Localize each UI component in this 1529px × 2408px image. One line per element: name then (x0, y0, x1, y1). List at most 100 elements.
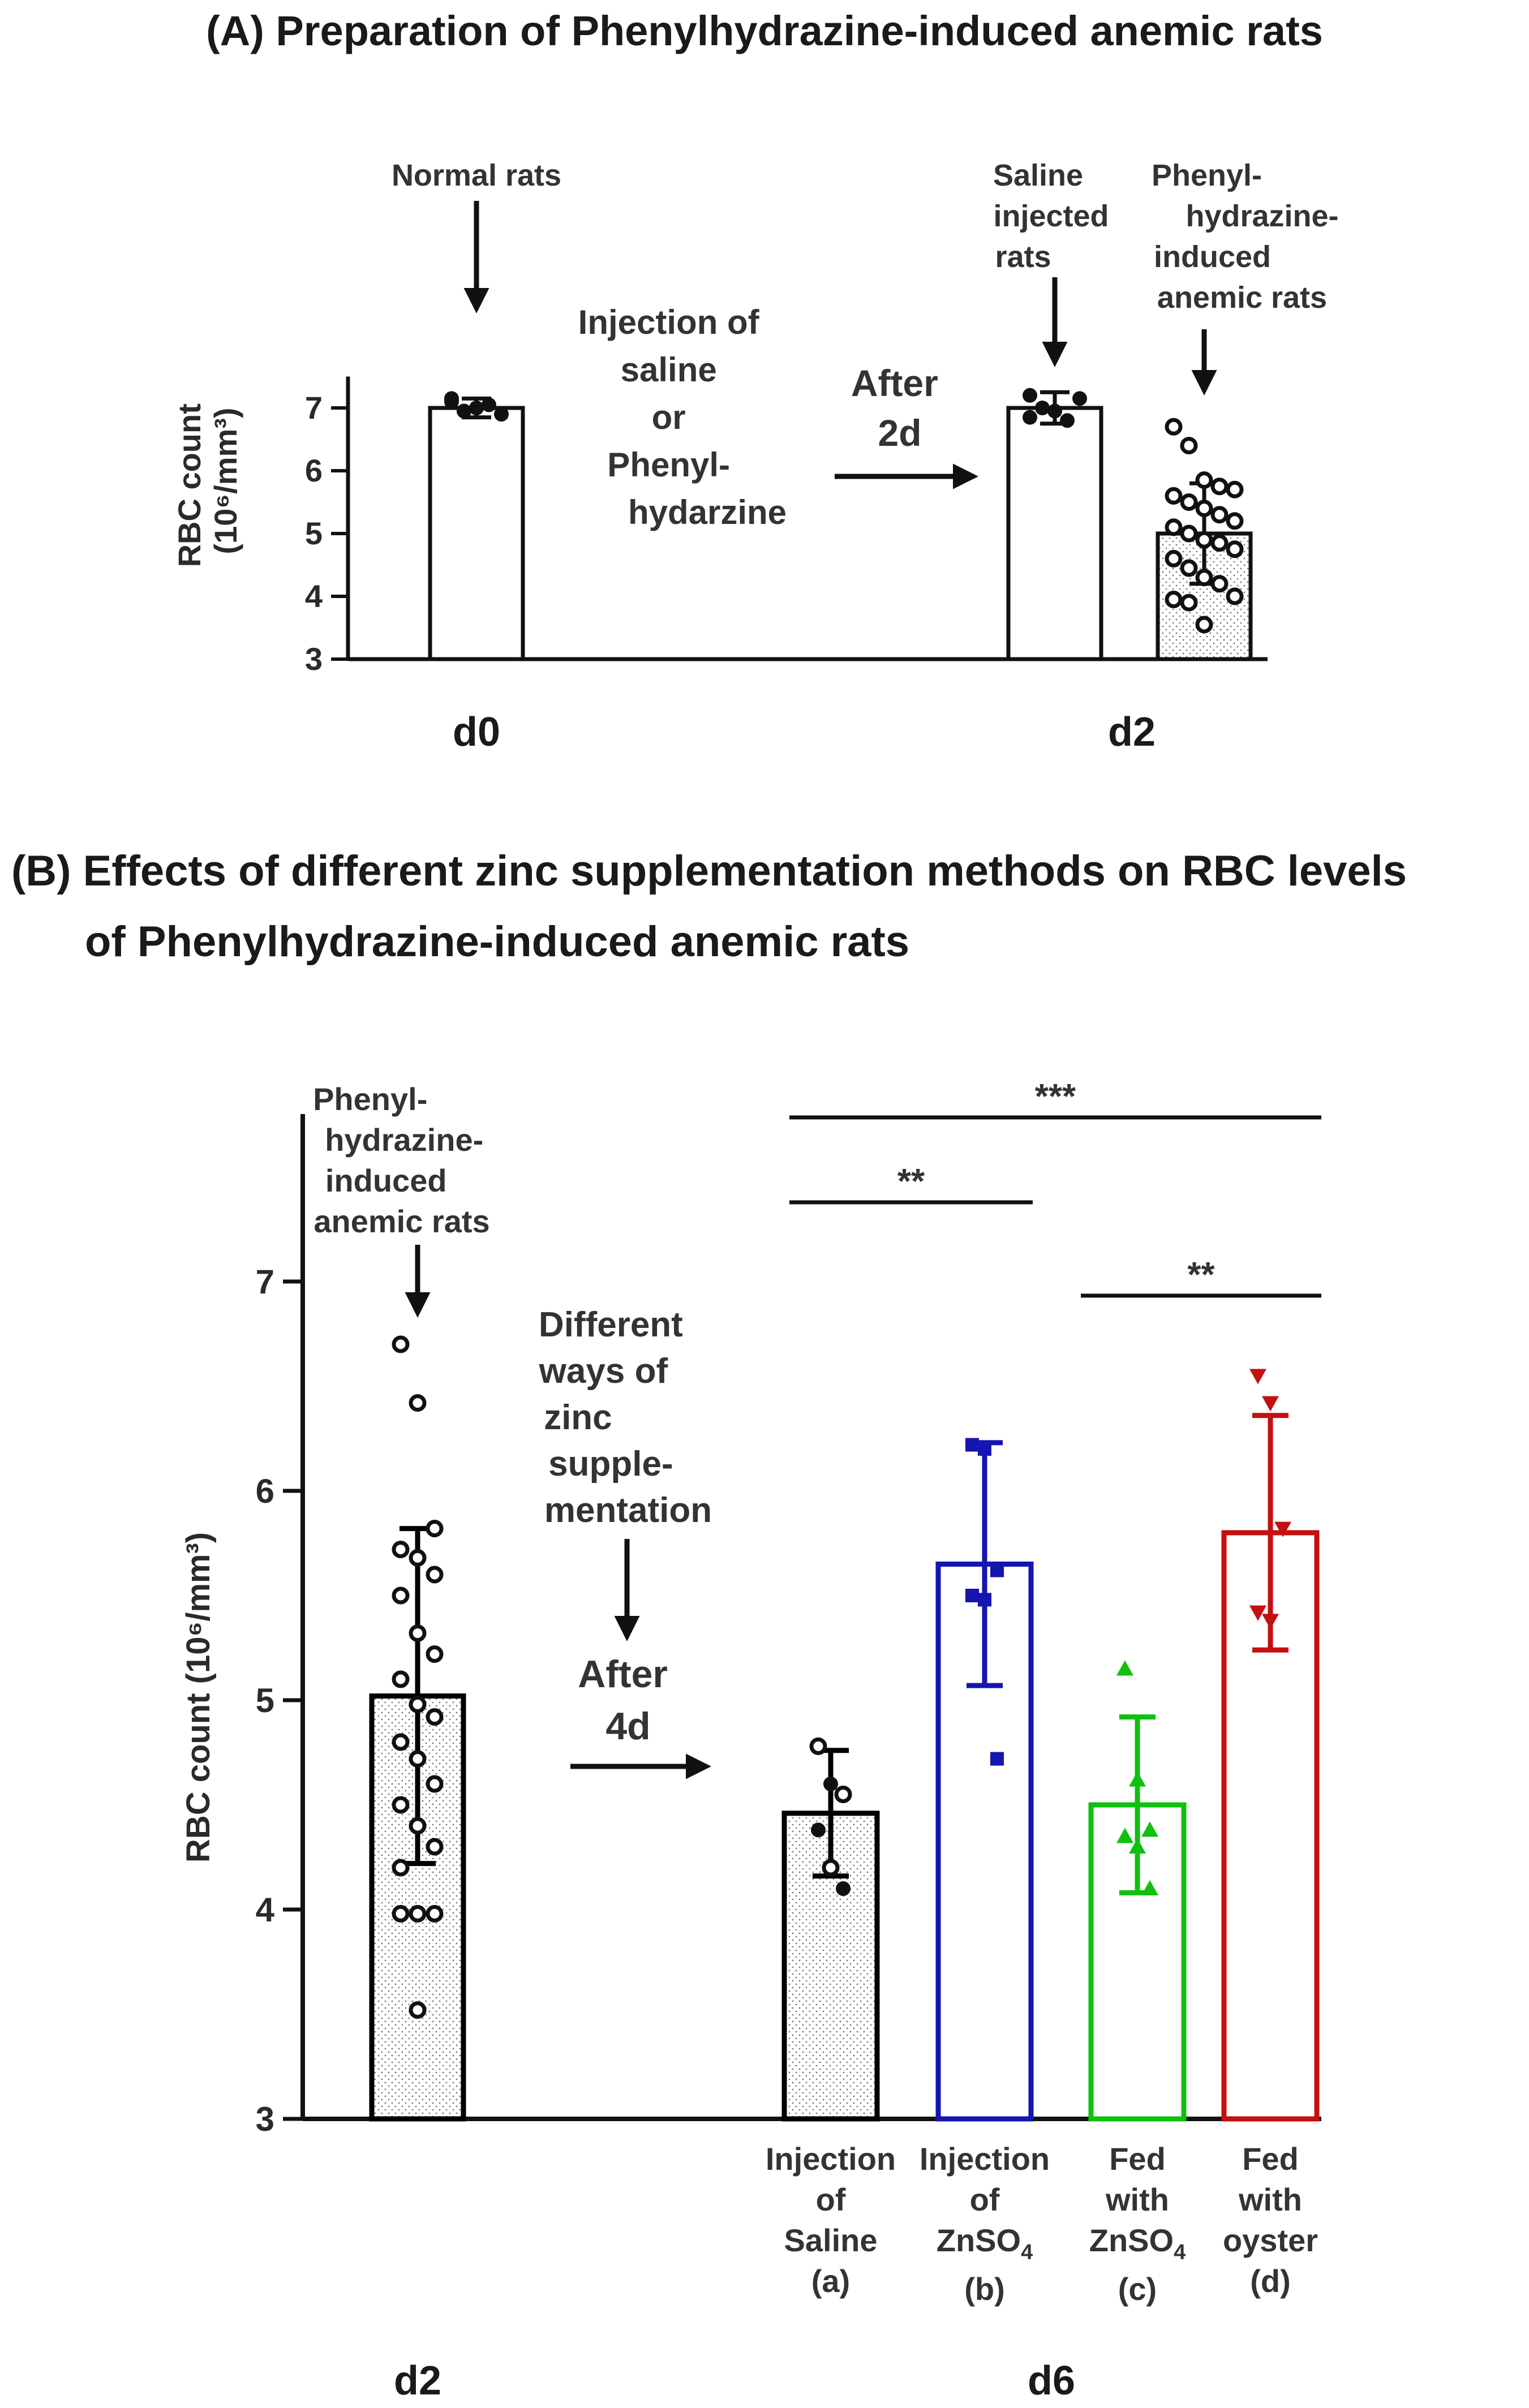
panel-b-data-point (426, 1838, 444, 1856)
panel-b-category-label: Fed with ZnSO4 (c) (1089, 2141, 1186, 2307)
panel-b-ytick-label: 3 (256, 2100, 274, 2138)
panel-b-data-point (392, 1670, 410, 1688)
panel-b-ways-line-2: ways of (539, 1352, 668, 1391)
panel-a-normal-label: Normal rats (392, 158, 561, 192)
panel-b-data-point (409, 2001, 427, 2019)
panel-b-data-point (1249, 1605, 1266, 1621)
panel-a-data-point (1195, 500, 1213, 518)
panel-a-data-point (482, 397, 496, 412)
panel-a-injection-line-5: hydarzine (628, 493, 787, 531)
panel-b-significance-label: ** (1187, 1255, 1215, 1295)
panel-a-phz-label: Phenyl- hydrazine- induced anemic rats (1152, 158, 1347, 315)
panel-a: (A) Preparation of Phenylhydrazine-induc… (171, 7, 1347, 755)
panel-a-data-point (1226, 512, 1244, 530)
panel-b-data-point (822, 1859, 840, 1877)
panel-a-data-point (1060, 413, 1075, 428)
panel-b-ytick-label: 6 (256, 1472, 274, 1510)
panel-b-category-line: Saline (784, 2222, 878, 2258)
panel-b-data-point (409, 1394, 427, 1412)
panel-b-data-point (426, 1904, 444, 1923)
panel-b-data-point (836, 1881, 851, 1896)
panel-b-category-line: of (816, 2182, 846, 2217)
panel-a-ytick-label: 6 (305, 453, 323, 488)
panel-b-data-point (1274, 1521, 1291, 1537)
panel-a-phz-line-2: hydrazine- (1186, 199, 1338, 233)
panel-a-ytick-label: 4 (305, 578, 323, 614)
panel-a-data-point (1210, 534, 1229, 552)
panel-b-after-line-2: 4d (605, 1705, 650, 1748)
panel-b-category-line: (b) (964, 2271, 1005, 2307)
panel-b-category-line: of (970, 2182, 1000, 2217)
panel-a-injection-line-4: Phenyl- (607, 446, 730, 484)
panel-b-category-line: (d) (1250, 2263, 1291, 2299)
panel-b-data-point (809, 1737, 827, 1755)
panel-a-data-point (1210, 506, 1229, 524)
panel-b-data-point (409, 1904, 427, 1923)
panel-b-data-point (811, 1822, 826, 1838)
panel-a-after-line-1: After (851, 362, 938, 404)
panel-b-data-point (834, 1786, 852, 1803)
panel-b-category-line: with (1238, 2182, 1302, 2217)
panel-b-data-point (426, 1775, 444, 1793)
panel-a-data-point (1180, 493, 1198, 511)
panel-a-data-point (1180, 559, 1198, 577)
panel-a-data-point (494, 407, 509, 422)
panel-a-data-point (1165, 549, 1183, 567)
panel-b: (B) Effects of different zinc supplement… (11, 847, 1407, 2403)
panel-a-phz-line-3: induced (1154, 240, 1271, 274)
panel-b-data-point (1141, 1821, 1158, 1837)
panel-b-data-point (409, 1624, 427, 1642)
panel-b-data-point (392, 1586, 410, 1605)
panel-a-injection-label: Injection of saline or Phenyl- hydarzine (578, 303, 787, 531)
panel-b-ylabel: RBC count (10⁶/mm³) (180, 1532, 217, 1863)
panel-b-data-point (392, 1335, 410, 1353)
panel-b-data-point (409, 1817, 427, 1835)
panel-a-data-point (1023, 410, 1037, 425)
panel-b-category-label: Fed with oyster (d) (1223, 2141, 1318, 2299)
panel-a-bar (428, 406, 525, 661)
panel-b-category-line: ZnSO (937, 2222, 1021, 2258)
panel-a-data-point (457, 403, 471, 419)
panel-b-ytick-label: 5 (256, 1682, 274, 1719)
panel-b-data-point (426, 1708, 444, 1726)
panel-a-ytick-label: 3 (305, 641, 323, 677)
panel-b-data-point (392, 1733, 410, 1751)
panel-b-category-label: Injection of ZnSO4 (b) (920, 2141, 1050, 2307)
panel-a-ylabel-main: RBC count (171, 403, 207, 567)
panel-b-data-point (990, 1563, 1004, 1577)
panel-b-category-line: (a) (811, 2263, 850, 2299)
panel-b-data-point (1129, 1838, 1146, 1854)
panel-b-data-point (1249, 1369, 1266, 1384)
panel-b-data-point (990, 1752, 1004, 1766)
panel-b-significance-label: *** (1035, 1077, 1076, 1116)
panel-b-data-point (1116, 1828, 1133, 1843)
panel-b-ways-line-3: zinc (544, 1398, 612, 1437)
panel-b-category-label: Injection of Saline (a) (766, 2141, 896, 2299)
panel-b-ytick-label: 4 (256, 1891, 275, 1929)
panel-a-saline-label: Saline injected rats (993, 158, 1118, 274)
panel-b-data-point (1262, 1396, 1279, 1412)
panel-b-data-point (1141, 1880, 1158, 1895)
panel-b-day-label-d2: d2 (394, 2358, 441, 2403)
panel-b-data-point (409, 1549, 427, 1567)
panel-a-ytick-label: 7 (305, 390, 323, 425)
panel-b-category-line: Injection (920, 2141, 1050, 2177)
panel-a-saline-line-1: Saline (993, 158, 1083, 192)
panel-a-bar (1006, 406, 1103, 661)
panel-a-data-point (444, 391, 459, 406)
panel-a-data-point (1165, 487, 1183, 505)
panel-a-ylabel: RBC count (10⁶/mm³) (171, 395, 243, 567)
panel-a-data-point (1195, 569, 1213, 587)
panel-b-data-point (823, 1777, 838, 1791)
panel-a-data-point (1195, 531, 1213, 549)
panel-b-data-point (426, 1566, 444, 1584)
panel-b-category-subscript: 4 (1174, 2241, 1186, 2264)
panel-b-phz-line-4: anemic rats (313, 1203, 489, 1239)
panel-b-ways-line-1: Different (539, 1305, 683, 1344)
panel-a-injection-line-3: or (652, 398, 686, 436)
panel-b-significance-label: ** (897, 1162, 925, 1201)
panel-b-data-point (978, 1442, 991, 1456)
panel-b-phz-line-3: induced (325, 1163, 447, 1198)
panel-a-ytick-label: 5 (305, 515, 323, 551)
panel-b-bar (1088, 1802, 1187, 2122)
